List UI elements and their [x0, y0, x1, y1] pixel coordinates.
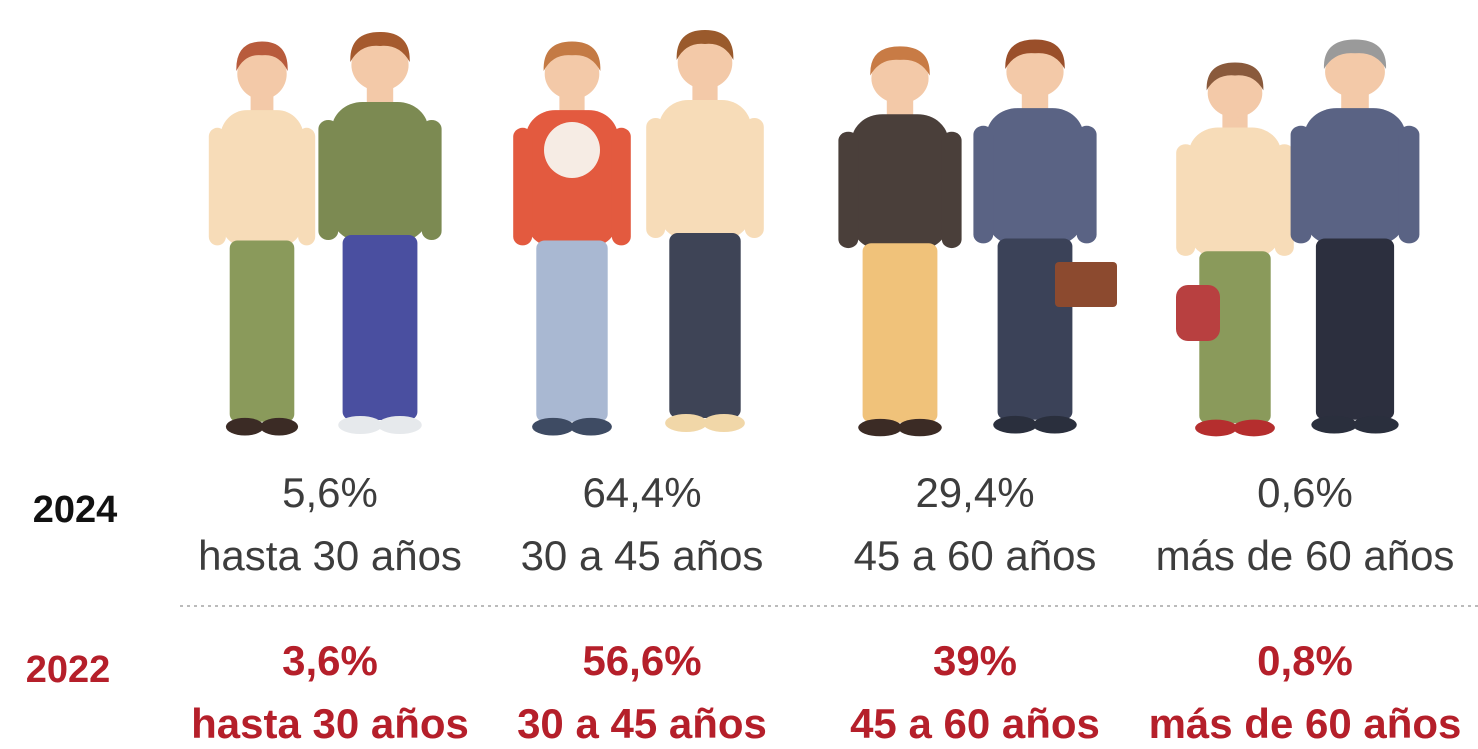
age-range: 30 a 45 años — [517, 700, 767, 747]
stats: 5,6% hasta 30 años 64,4% 30 a 45 años 29,4% 4… — [191, 469, 1461, 747]
illustrations — [209, 30, 1420, 436]
percentage: 3,6% — [282, 637, 378, 684]
age-range: hasta 30 años — [198, 532, 462, 579]
percentage: 39% — [933, 637, 1017, 684]
percentage: 5,6% — [282, 469, 378, 516]
percentage: 56,6% — [582, 637, 701, 684]
age-range: 30 a 45 años — [521, 532, 764, 579]
percentage: 0,6% — [1257, 469, 1353, 516]
year-label: 2022 — [26, 649, 111, 691]
year-label: 2024 — [33, 489, 118, 531]
age-range: más de 60 años — [1156, 532, 1455, 579]
briefcase — [1055, 262, 1117, 307]
percentage: 29,4% — [915, 469, 1034, 516]
baby — [544, 122, 600, 178]
age-range: 45 a 60 años — [854, 532, 1097, 579]
infographic: 2024 2022 5,6% hasta 30 años 64,4% 30 a 45 … — [0, 0, 1478, 749]
age-range: más de 60 años — [1149, 700, 1462, 747]
percentage: 0,8% — [1257, 637, 1353, 684]
percentage: 64,4% — [582, 469, 701, 516]
handbag — [1176, 285, 1220, 341]
age-range: hasta 30 años — [191, 700, 469, 747]
age-range: 45 a 60 años — [850, 700, 1100, 747]
